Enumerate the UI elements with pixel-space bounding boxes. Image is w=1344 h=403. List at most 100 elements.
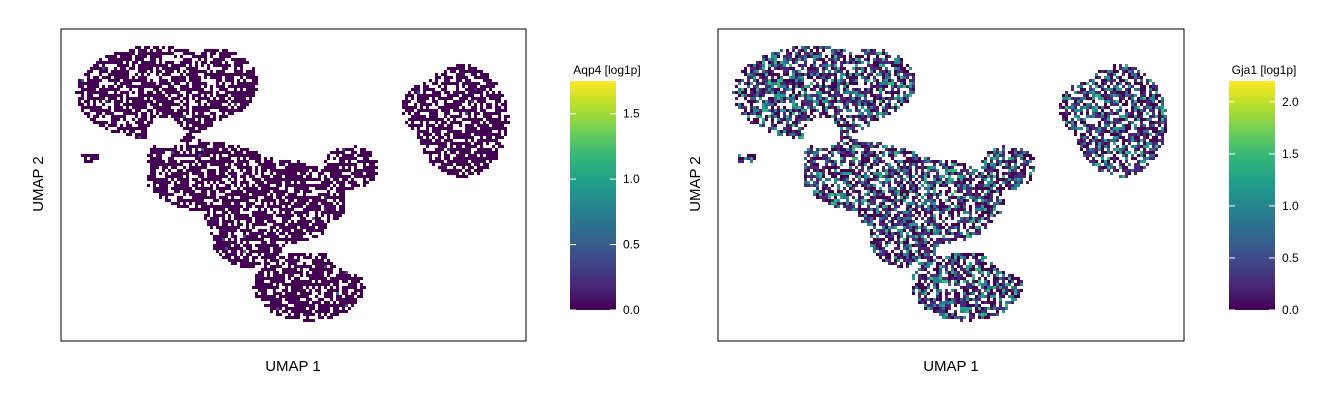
hexbin-cell <box>903 79 906 82</box>
hexbin-cell <box>1059 112 1062 115</box>
hexbin-cell <box>882 79 885 82</box>
hexbin-cell <box>438 154 441 157</box>
hexbin-cell <box>462 109 465 112</box>
hexbin-cell <box>801 88 804 91</box>
hexbin-cell <box>177 205 180 208</box>
hexbin-cell <box>783 115 786 118</box>
hexbin-cell <box>270 283 273 286</box>
hexbin-cell <box>291 253 294 256</box>
hexbin-cell <box>1062 112 1065 115</box>
hexbin-cell <box>81 85 84 88</box>
hexbin-cell <box>1071 106 1074 109</box>
hexbin-cell <box>420 142 423 145</box>
hexbin-cell <box>249 85 252 88</box>
hexbin-cell <box>759 67 762 70</box>
hexbin-cell <box>171 148 174 151</box>
hexbin-cell <box>771 100 774 103</box>
hexbin-cell <box>207 97 210 100</box>
hexbin-cell <box>189 73 192 76</box>
hexbin-cell <box>330 205 333 208</box>
hexbin-cell <box>504 130 507 133</box>
hexbin-cell <box>867 76 870 79</box>
hexbin-cell <box>300 187 303 190</box>
hexbin-cell <box>306 187 309 190</box>
hexbin-cell <box>285 259 288 262</box>
hexbin-cell <box>792 61 795 64</box>
hexbin-cell <box>165 175 168 178</box>
hexbin-cell <box>291 199 294 202</box>
hexbin-cell <box>435 133 438 136</box>
hexbin-cell <box>282 223 285 226</box>
hexbin-cell <box>1089 91 1092 94</box>
hexbin-cell <box>159 100 162 103</box>
hexbin-cell <box>144 67 147 70</box>
hexbin-cell <box>213 211 216 214</box>
hexbin-cell <box>432 130 435 133</box>
hexbin-cell <box>816 109 819 112</box>
hexbin-cell <box>162 184 165 187</box>
hexbin-cell <box>222 244 225 247</box>
hexbin-cell <box>354 157 357 160</box>
hexbin-cell <box>1101 79 1104 82</box>
hexbin-cell <box>303 304 306 307</box>
hexbin-cell <box>777 97 780 100</box>
hexbin-cell <box>219 187 222 190</box>
hexbin-cell <box>753 73 756 76</box>
hexbin-cell <box>171 193 174 196</box>
hexbin-cell <box>486 142 489 145</box>
hexbin-cell <box>1068 112 1071 115</box>
hexbin-cell <box>318 208 321 211</box>
hexbin-cell <box>462 85 465 88</box>
hexbin-cell <box>138 88 141 91</box>
hexbin-cell <box>297 160 300 163</box>
hexbin-cell <box>495 142 498 145</box>
hexbin-cell <box>222 64 225 67</box>
hexbin-cell <box>219 55 222 58</box>
hexbin-cell <box>471 70 474 73</box>
hexbin-cell <box>276 214 279 217</box>
hexbin-cell <box>216 247 219 250</box>
hexbin-cell <box>273 166 276 169</box>
hexbin-cell <box>210 202 213 205</box>
hexbin-cell <box>219 166 222 169</box>
hexbin-cell <box>483 148 486 151</box>
hexbin-cell <box>198 55 201 58</box>
hexbin-cell <box>192 208 195 211</box>
hexbin-cell <box>1110 79 1113 82</box>
hexbin-cell <box>852 130 855 133</box>
hexbin-cell <box>753 109 756 112</box>
hexbin-cell <box>186 67 189 70</box>
hexbin-cell <box>279 280 282 283</box>
hexbin-cell <box>444 91 447 94</box>
hexbin-cell <box>414 118 417 121</box>
hexbin-cell <box>768 67 771 70</box>
hexbin-cell <box>747 100 750 103</box>
hexbin-cell <box>204 166 207 169</box>
hexbin-cell <box>1137 97 1140 100</box>
hexbin-cell <box>108 61 111 64</box>
hexbin-cell <box>213 154 216 157</box>
hexbin-cell <box>153 103 156 106</box>
hexbin-cell <box>276 250 279 253</box>
hexbin-cell <box>804 61 807 64</box>
hexbin-cell <box>225 61 228 64</box>
hexbin-cell <box>450 148 453 151</box>
hexbin-cell <box>834 118 837 121</box>
hexbin-cell <box>108 106 111 109</box>
hexbin-cell <box>78 82 81 85</box>
hexbin-cell <box>210 217 213 220</box>
hexbin-cell <box>453 82 456 85</box>
hexbin-cell <box>153 172 156 175</box>
hexbin-cell <box>771 103 774 106</box>
hexbin-cell <box>213 247 216 250</box>
hexbin-cell <box>165 196 168 199</box>
hexbin-cell <box>477 151 480 154</box>
hexbin-cell <box>243 265 246 268</box>
hexbin-cell <box>243 79 246 82</box>
hexbin-cell <box>1128 115 1131 118</box>
hexbin-cell <box>1122 94 1125 97</box>
hexbin-cell <box>888 70 891 73</box>
hexbin-cell <box>219 175 222 178</box>
hexbin-cell <box>837 49 840 52</box>
hexbin-cell <box>438 118 441 121</box>
